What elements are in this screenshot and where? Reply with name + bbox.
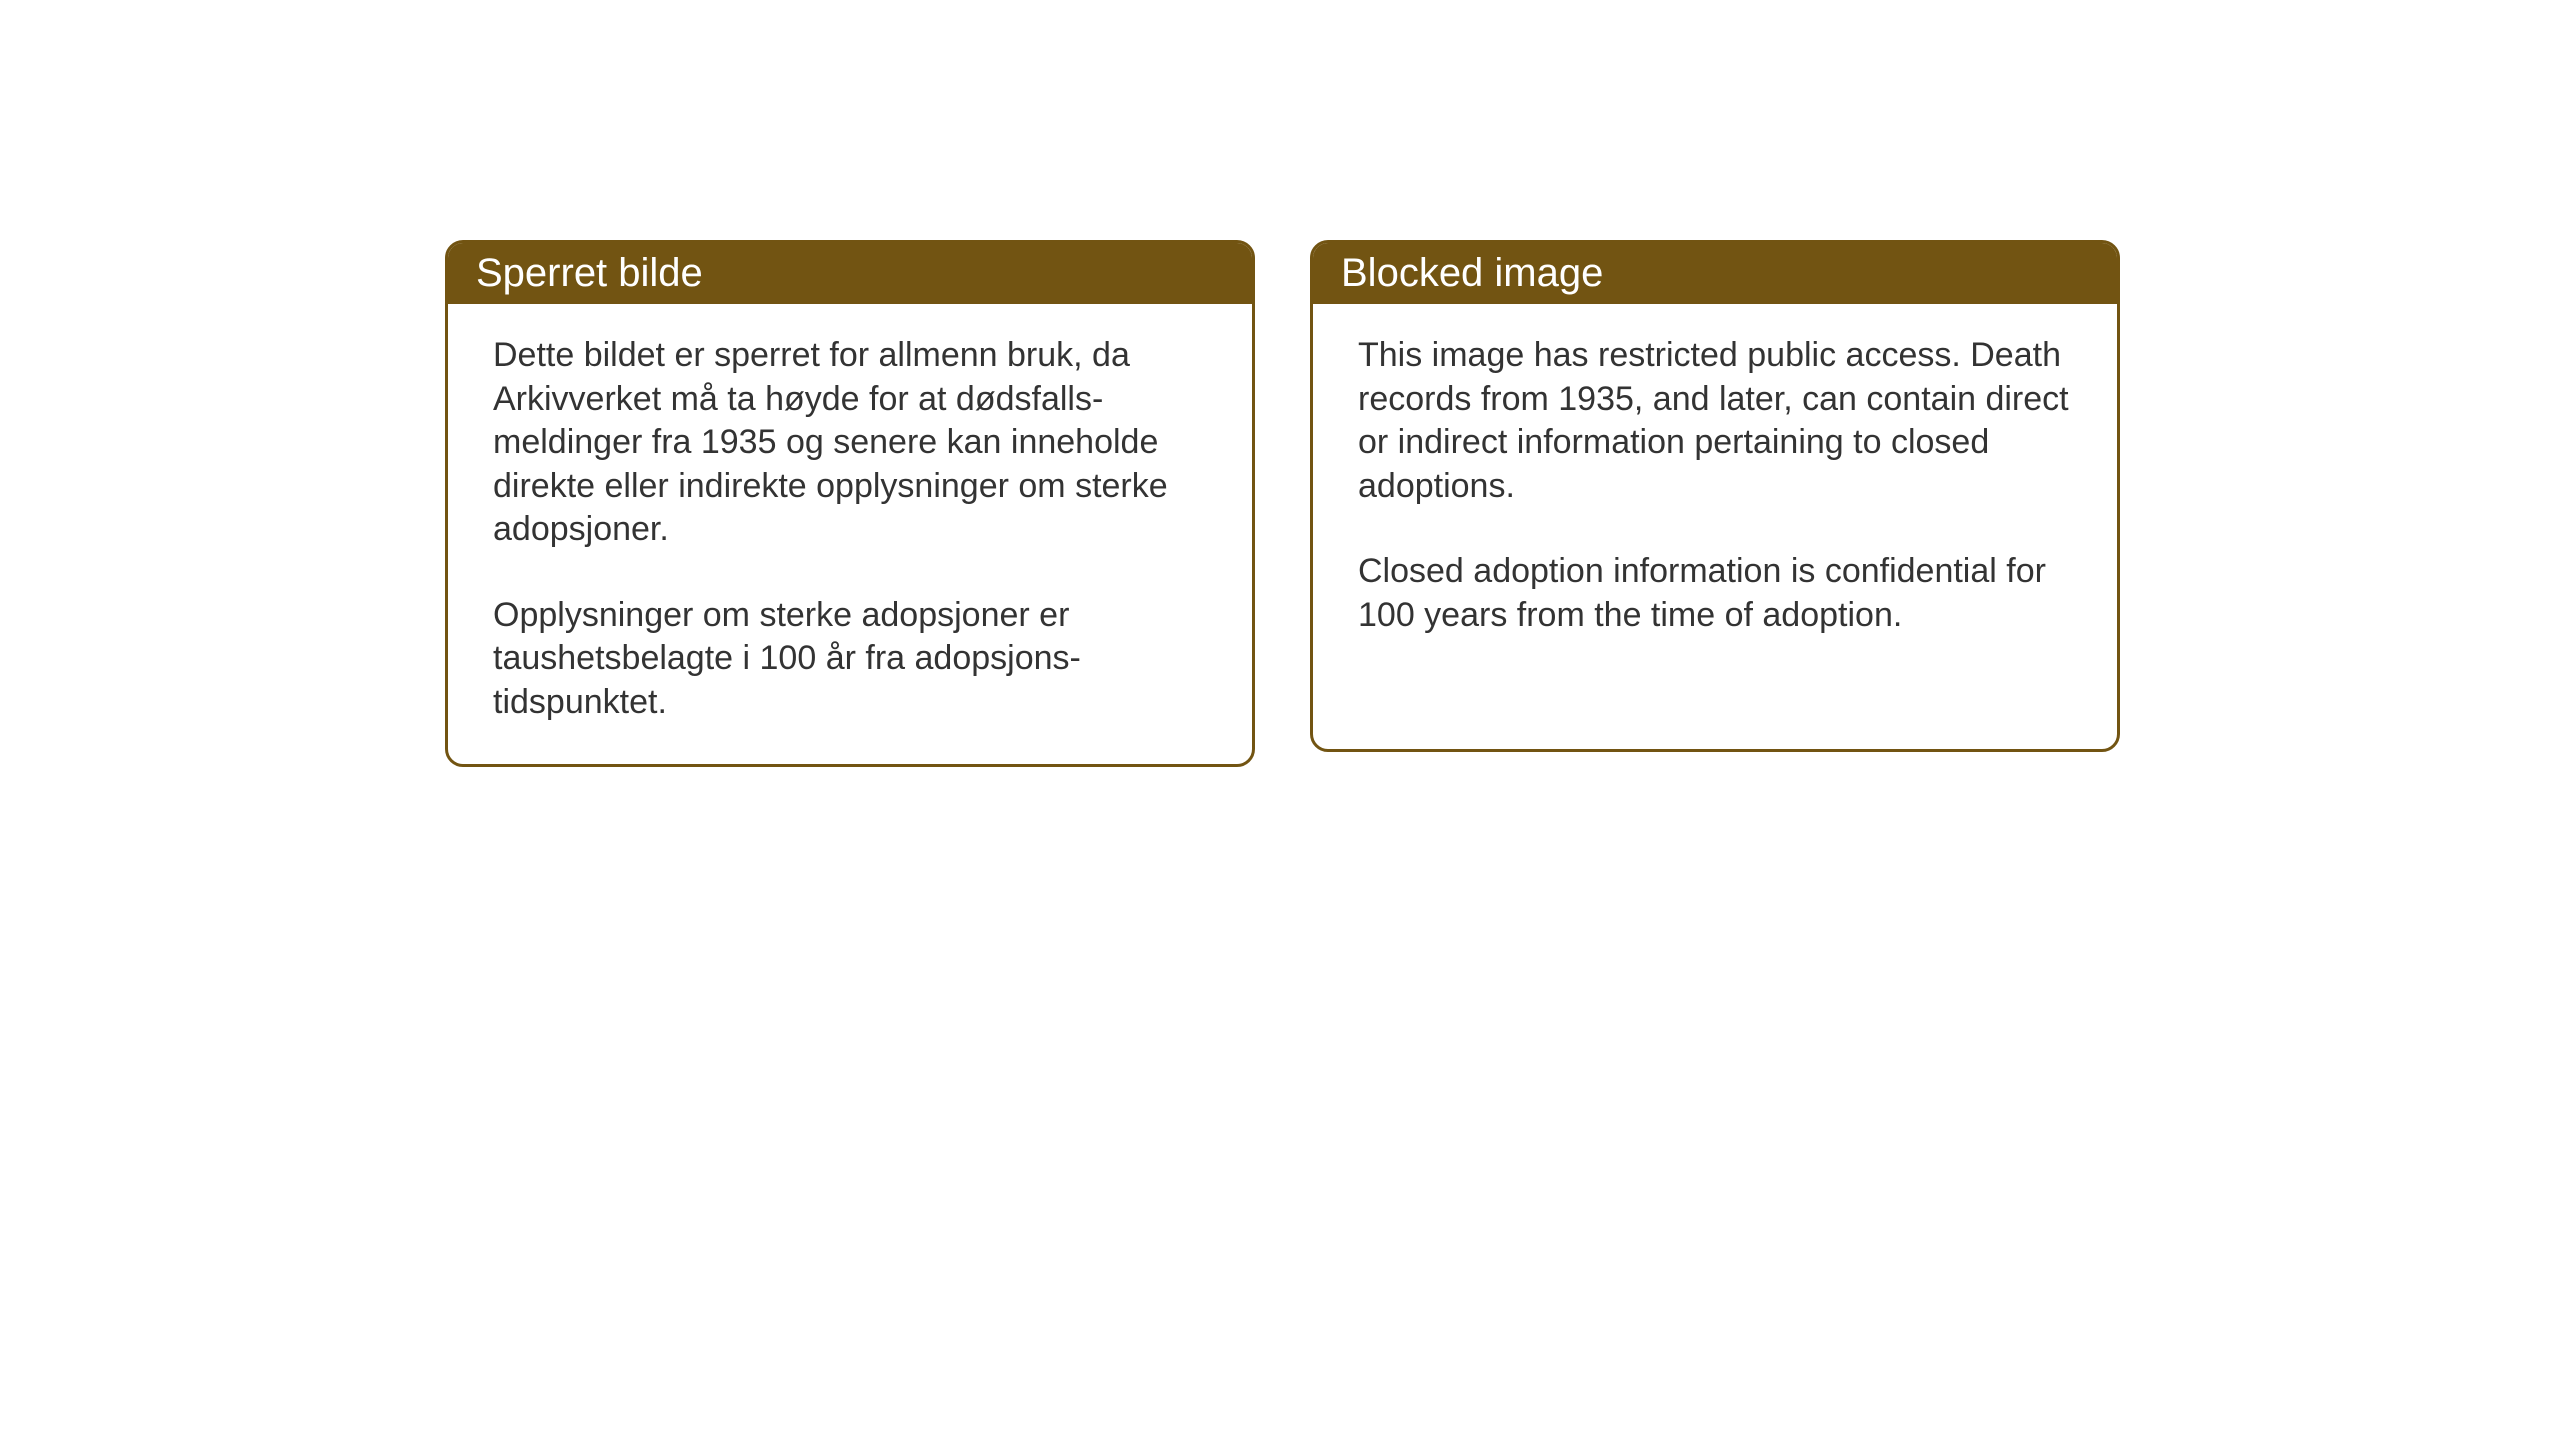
norwegian-notice-card: Sperret bilde Dette bildet er sperret fo…	[445, 240, 1255, 767]
norwegian-card-body: Dette bildet er sperret for allmenn bruk…	[448, 304, 1252, 764]
norwegian-paragraph-1: Dette bildet er sperret for allmenn bruk…	[493, 334, 1207, 552]
english-paragraph-2: Closed adoption information is confident…	[1358, 550, 2072, 637]
notice-container: Sperret bilde Dette bildet er sperret fo…	[445, 240, 2120, 767]
english-card-body: This image has restricted public access.…	[1313, 304, 2117, 677]
english-notice-card: Blocked image This image has restricted …	[1310, 240, 2120, 752]
norwegian-card-title: Sperret bilde	[448, 243, 1252, 304]
norwegian-paragraph-2: Opplysninger om sterke adopsjoner er tau…	[493, 594, 1207, 725]
english-card-title: Blocked image	[1313, 243, 2117, 304]
english-paragraph-1: This image has restricted public access.…	[1358, 334, 2072, 508]
